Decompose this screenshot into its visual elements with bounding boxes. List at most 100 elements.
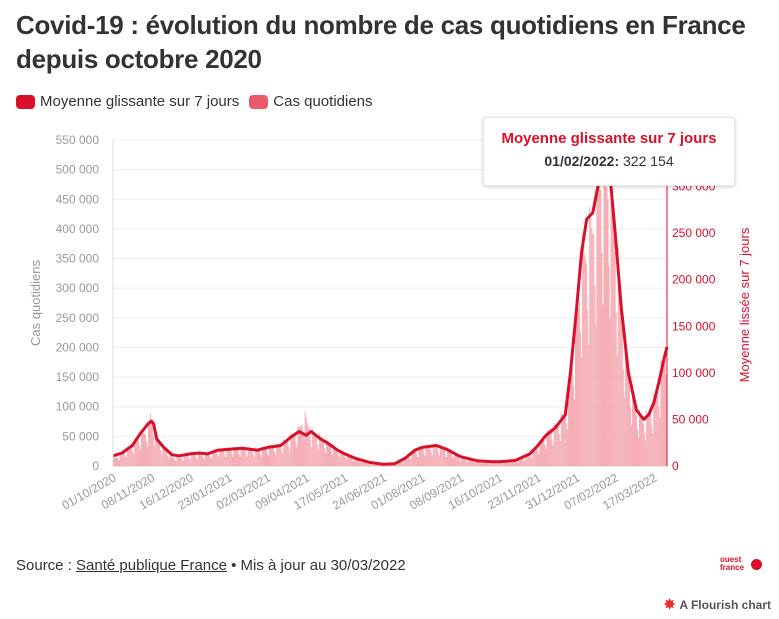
daily-cases-bar: [598, 181, 600, 466]
daily-cases-bar: [490, 461, 492, 466]
daily-cases-bar: [557, 425, 559, 466]
daily-cases-bar: [164, 448, 166, 466]
daily-cases-bar: [546, 429, 548, 466]
daily-cases-bar: [226, 447, 228, 466]
daily-cases-bar: [499, 462, 501, 466]
legend-item-moving-average[interactable]: Moyenne glissante sur 7 jours: [16, 93, 239, 110]
daily-cases-bar: [452, 456, 453, 466]
daily-cases-bar: [242, 448, 244, 466]
daily-cases-bar: [443, 449, 445, 466]
daily-cases-bar: [318, 433, 320, 466]
daily-cases-bar: [396, 464, 398, 466]
daily-cases-bar: [221, 449, 223, 466]
chart-legend: Moyenne glissante sur 7 jours Cas quotid…: [16, 93, 383, 110]
daily-cases-bar: [494, 463, 496, 466]
daily-cases-bar: [291, 434, 293, 466]
source-link[interactable]: Santé publique France: [76, 557, 227, 574]
daily-cases-bars: [112, 131, 668, 467]
daily-cases-bar: [134, 439, 136, 466]
daily-cases-bar: [472, 460, 474, 466]
daily-cases-bar: [340, 449, 342, 466]
daily-cases-bar: [442, 448, 444, 466]
daily-cases-bar: [644, 433, 646, 466]
daily-cases-bar: [529, 454, 531, 466]
daily-cases-bar: [530, 456, 532, 466]
daily-cases-bar: [363, 461, 365, 466]
daily-cases-bar: [428, 447, 430, 466]
daily-cases-bar: [256, 449, 258, 466]
daily-cases-bar: [127, 447, 129, 466]
daily-cases-bar: [254, 447, 256, 466]
daily-cases-bar: [641, 418, 643, 466]
daily-cases-bar: [203, 457, 204, 466]
daily-cases-bar: [192, 454, 194, 466]
daily-cases-bar: [609, 317, 611, 466]
daily-cases-bar: [113, 457, 115, 466]
daily-cases-bar: [637, 428, 638, 466]
daily-cases-bar: [602, 304, 604, 466]
daily-cases-bar: [238, 453, 240, 466]
ouest-france-logo: ouest france: [720, 556, 762, 572]
legend-item-daily-cases[interactable]: Cas quotidiens: [249, 93, 373, 110]
daily-cases-bar: [436, 447, 438, 466]
daily-cases-bar: [406, 457, 408, 466]
daily-cases-bar: [131, 451, 133, 466]
daily-cases-bar: [590, 218, 592, 466]
daily-cases-bar: [368, 462, 370, 466]
daily-cases-bar: [603, 131, 605, 466]
daily-cases-bar: [639, 409, 641, 466]
daily-cases-bar: [129, 447, 131, 466]
daily-cases-bar: [525, 454, 527, 466]
daily-cases-bar: [278, 445, 280, 466]
flourish-credit[interactable]: ✸ A Flourish chart: [664, 596, 771, 613]
daily-cases-bar: [456, 454, 458, 466]
daily-cases-bar: [288, 446, 290, 466]
daily-cases-bar: [657, 391, 659, 466]
daily-cases-bar: [465, 458, 467, 466]
daily-cases-bar: [600, 190, 602, 466]
daily-cases-bar: [610, 166, 612, 466]
daily-cases-bar: [139, 449, 141, 466]
daily-cases-bar: [444, 453, 446, 466]
daily-cases-bar: [330, 445, 331, 466]
daily-cases-bar: [177, 456, 179, 466]
daily-cases-bar: [506, 461, 508, 466]
y-tick-label: 100 000: [56, 400, 100, 414]
y-tick-label: 250 000: [56, 311, 100, 325]
daily-cases-bar: [505, 461, 507, 466]
daily-cases-bar: [211, 459, 213, 466]
daily-cases-bar: [268, 455, 269, 466]
daily-cases-bar: [186, 456, 188, 466]
daily-cases-bar: [552, 445, 554, 466]
daily-cases-bar: [583, 245, 585, 466]
daily-cases-bar: [329, 444, 330, 466]
daily-cases-bar: [286, 441, 288, 466]
daily-cases-bar: [250, 449, 252, 466]
daily-cases-bar: [272, 447, 274, 466]
daily-cases-bar: [188, 458, 190, 466]
daily-cases-bar: [293, 435, 295, 466]
daily-cases-bar: [522, 457, 524, 466]
daily-cases-bar: [539, 439, 541, 466]
daily-cases-bar: [633, 393, 634, 466]
daily-cases-bar: [120, 453, 122, 466]
daily-cases-bar: [283, 439, 285, 466]
daily-cases-bar: [292, 435, 294, 466]
daily-cases-bar: [508, 462, 510, 466]
daily-cases-bar: [300, 425, 302, 466]
y2-tick-label: 100 000: [672, 366, 716, 380]
daily-cases-bar: [592, 233, 594, 466]
daily-cases-bar: [517, 462, 519, 466]
daily-cases-bar: [358, 460, 360, 466]
x-axis: 01/10/202008/11/202016/12/202023/01/2021…: [59, 470, 659, 512]
y-tick-label: 350 000: [56, 252, 100, 266]
y-axis-title: Cas quotidiens: [28, 260, 43, 346]
daily-cases-bar: [418, 446, 420, 466]
daily-cases-bar: [285, 440, 287, 466]
daily-cases-bar: [461, 456, 463, 466]
daily-cases-bar: [301, 424, 303, 466]
daily-cases-bar: [621, 328, 623, 466]
daily-cases-bar: [146, 441, 147, 466]
daily-cases-bar: [501, 463, 503, 466]
